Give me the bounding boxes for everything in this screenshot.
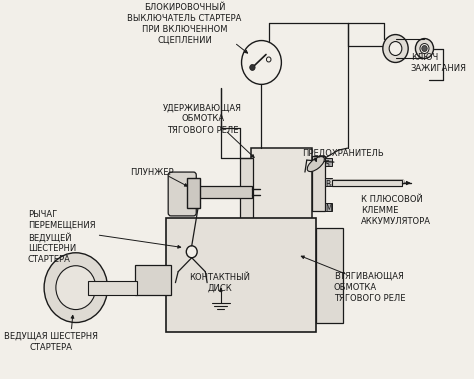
Bar <box>121 281 126 294</box>
Circle shape <box>250 64 255 70</box>
Bar <box>135 265 171 294</box>
Bar <box>251 148 312 238</box>
Bar <box>325 158 332 166</box>
Bar <box>332 180 402 186</box>
Bar <box>128 281 132 294</box>
Text: БЛОКИРОВОЧНЫЙ
ВЫКЛЮЧАТЕЛЬ СТАРТЕРА
ПРИ ВКЛЮЧЕННОМ
СЦЕПЛЕНИИ: БЛОКИРОВОЧНЫЙ ВЫКЛЮЧАТЕЛЬ СТАРТЕРА ПРИ В… <box>128 3 242 45</box>
Bar <box>88 281 137 294</box>
Circle shape <box>44 253 108 323</box>
Ellipse shape <box>307 157 324 172</box>
Circle shape <box>420 44 429 53</box>
Text: B: B <box>325 180 330 188</box>
Bar <box>96 281 100 294</box>
Circle shape <box>415 39 434 58</box>
Text: РЫЧАГ
ПЕРЕМЕЩЕНИЯ
ВЕДУЩЕЙ
ШЕСТЕРНИ
СТАРТЕРА: РЫЧАГ ПЕРЕМЕЩЕНИЯ ВЕДУЩЕЙ ШЕСТЕРНИ СТАРТ… <box>28 210 95 265</box>
Bar <box>316 228 343 323</box>
Circle shape <box>266 57 271 62</box>
Bar <box>325 203 332 211</box>
Text: К ПЛЮСОВОЙ
КЛЕММЕ
АККУМУЛЯТОРА: К ПЛЮСОВОЙ КЛЕММЕ АККУМУЛЯТОРА <box>361 195 431 226</box>
Text: ВЕДУЩАЯ ШЕСТЕРНЯ
СТАРТЕРА: ВЕДУЩАЯ ШЕСТЕРНЯ СТАРТЕРА <box>4 332 98 352</box>
Text: M: M <box>325 204 331 213</box>
Text: УДЕРЖИВАЮЩАЯ
ОБМОТКА
ТЯГОВОГО РЕЛЕ: УДЕРЖИВАЮЩАЯ ОБМОТКА ТЯГОВОГО РЕЛЕ <box>163 103 242 135</box>
Bar <box>240 158 253 226</box>
Circle shape <box>56 266 96 310</box>
Bar <box>312 156 325 211</box>
FancyBboxPatch shape <box>168 172 196 216</box>
Text: КЛЮЧ
ЗАЖИГАНИЯ: КЛЮЧ ЗАЖИГАНИЯ <box>411 53 467 73</box>
Circle shape <box>186 246 197 258</box>
Text: ПЛУНЖЕР: ПЛУНЖЕР <box>130 168 174 177</box>
Bar <box>325 178 332 186</box>
Text: ПРЕДОХРАНИТЕЛЬ: ПРЕДОХРАНИТЕЛЬ <box>302 148 384 157</box>
Circle shape <box>389 42 402 55</box>
Bar <box>109 281 113 294</box>
Bar <box>187 178 200 208</box>
Circle shape <box>242 41 282 85</box>
Bar <box>90 281 94 294</box>
Circle shape <box>383 34 408 63</box>
Text: КОНТАКТНЫЙ
ДИСК: КОНТАКТНЫЙ ДИСК <box>189 273 250 293</box>
Circle shape <box>422 45 427 52</box>
Bar <box>115 281 119 294</box>
Text: ВТЯГИВАЮЩАЯ
ОБМОТКА
ТЯГОВОГО РЕЛЕ: ВТЯГИВАЮЩАЯ ОБМОТКА ТЯГОВОГО РЕЛЕ <box>334 272 405 303</box>
Bar <box>166 218 316 332</box>
Bar <box>189 186 253 198</box>
Text: S: S <box>325 160 329 169</box>
Bar <box>102 281 107 294</box>
